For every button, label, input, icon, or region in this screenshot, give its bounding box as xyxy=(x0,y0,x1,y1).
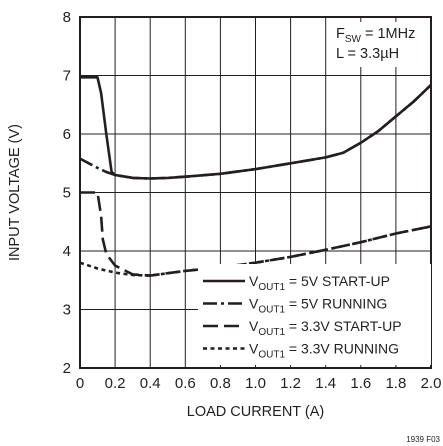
figure-id: 1939 F03 xyxy=(406,435,440,444)
x-axis-title: LOAD CURRENT (A) xyxy=(187,404,325,420)
legend-3v3-start-up-label: VOUT1 = 3.3V START-UP xyxy=(249,318,402,338)
switching-frequency-label: FSW = 1MHz xyxy=(336,26,415,45)
condition-annotation: FSW = 1MHz L = 3.3µH xyxy=(333,22,429,67)
x-tick-label: 1.4 xyxy=(315,375,336,392)
y-tick-label: 6 xyxy=(63,126,71,143)
y-tick-label: 8 xyxy=(63,9,71,26)
plot-frame xyxy=(79,16,432,369)
x-tick-label: 0.8 xyxy=(210,375,231,392)
series-lines xyxy=(79,76,432,277)
series-3v3-running xyxy=(79,225,432,277)
x-tick-label: 1.2 xyxy=(280,375,301,392)
annotation-background xyxy=(333,22,429,67)
x-tick-label: 1.8 xyxy=(385,375,406,392)
inductance-label: L = 3.3µH xyxy=(336,46,399,62)
legend-5v-start-up-label: VOUT1 = 5V START-UP xyxy=(249,273,390,293)
legend-3v3-running-label: VOUT1 = 3.3V RUNNING xyxy=(249,341,399,361)
y-tick-label: 7 xyxy=(63,68,71,85)
x-tick-label: 0.4 xyxy=(140,375,161,392)
legend-5v-running-label: VOUT1 = 5V RUNNING xyxy=(249,296,387,316)
x-tick-label: 0 xyxy=(76,375,84,392)
x-tick-label: 1.6 xyxy=(350,375,371,392)
x-tick-label: 0.6 xyxy=(175,375,196,392)
y-tick-label: 3 xyxy=(63,302,71,319)
y-tick-label: 5 xyxy=(63,185,71,202)
x-tick-label: 2.0 xyxy=(421,375,442,392)
y-tick-label: 2 xyxy=(63,360,71,377)
x-tick-labels: 0 0.2 0.4 0.6 0.8 1.0 1.2 1.4 1.6 1.8 2.0 xyxy=(76,375,442,392)
y-axis-title: INPUT VOLTAGE (V) xyxy=(7,124,23,261)
x-tick-label: 1.0 xyxy=(245,375,266,392)
series-5v-running xyxy=(79,83,432,180)
series-3v3-start-up xyxy=(80,191,432,277)
y-tick-label: 4 xyxy=(63,243,71,260)
y-tick-labels: 2 3 4 5 6 7 8 xyxy=(63,9,71,377)
x-tick-label: 0.2 xyxy=(105,375,126,392)
